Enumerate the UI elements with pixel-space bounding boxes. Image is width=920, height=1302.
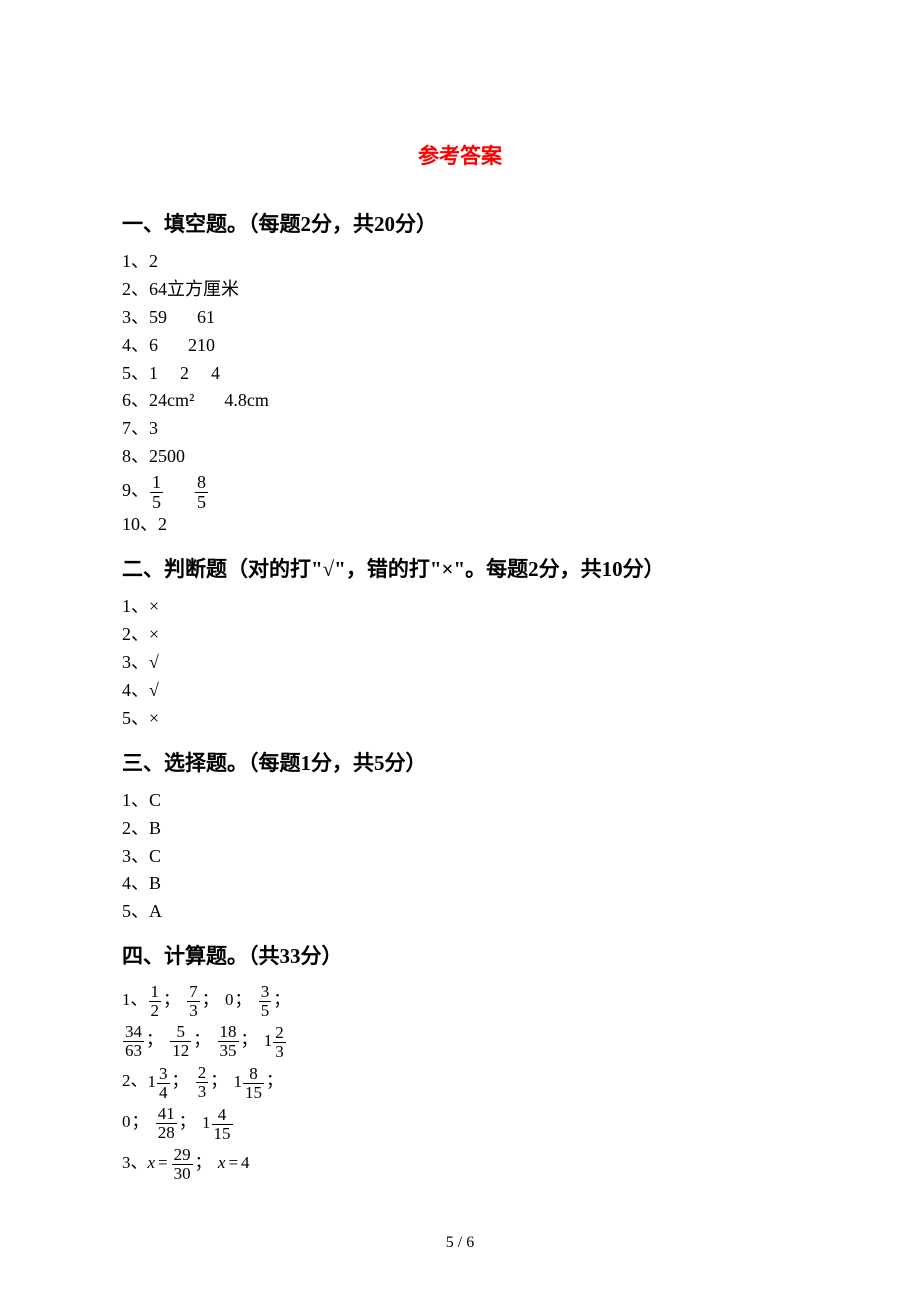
s4-q2-f2: 4128	[156, 1105, 177, 1142]
page-title: 参考答案	[122, 140, 798, 170]
s4-q2-m2: 1815	[234, 1062, 266, 1102]
s4-q1-f2: 73	[187, 983, 200, 1020]
s1-a3: 3、59 61	[122, 304, 798, 332]
s4-q1-f1: 12	[149, 983, 162, 1020]
s1-a5-a: 5、1	[122, 363, 158, 383]
s4-q3: 3、x=2930； x=4	[122, 1143, 798, 1183]
s4-q2-prefix: 2、	[122, 1071, 148, 1090]
section-2-heading: 二、判断题（对的打"√"，错的打"×"。每题2分，共10分）	[122, 553, 798, 583]
s1-a3-a: 3、59	[122, 307, 167, 327]
s1-a6-b: 4.8cm	[224, 390, 269, 410]
s3-a1: 1、C	[122, 787, 798, 815]
s4-q2-l1: 2、134； 23； 1815；	[122, 1061, 798, 1102]
s4-q3-v2: 4	[241, 1153, 250, 1172]
s3-a5: 5、A	[122, 898, 798, 926]
s1-a9: 9、15 85	[122, 471, 798, 511]
s3-a4: 4、B	[122, 870, 798, 898]
section-1-heading: 一、填空题。（每题2分，共20分）	[122, 208, 798, 238]
s3-a3: 3、C	[122, 843, 798, 871]
s1-a7: 7、3	[122, 415, 798, 443]
s4-q3-f1: 2930	[172, 1146, 193, 1183]
s1-a4-a: 4、6	[122, 335, 158, 355]
s1-a4-b: 210	[188, 335, 215, 355]
s1-a5-b: 2	[180, 363, 189, 383]
s4-q2-m3: 1415	[202, 1103, 234, 1143]
s4-q1-f3: 35	[259, 983, 272, 1020]
s1-a2: 2、64立方厘米	[122, 276, 798, 304]
s4-q1-l2: 3463； 512； 1835； 123	[122, 1020, 798, 1061]
s4-q1-f6: 1835	[218, 1023, 239, 1060]
section-4-heading: 四、计算题。（共33分）	[122, 940, 798, 970]
s2-a1: 1、×	[122, 593, 798, 621]
s1-a4: 4、6 210	[122, 332, 798, 360]
s4-q3-var1: x	[148, 1153, 156, 1172]
s1-a9-f2: 85	[195, 473, 208, 512]
s2-a3: 3、√	[122, 649, 798, 677]
s3-a2: 2、B	[122, 815, 798, 843]
s1-a6: 6、24cm² 4.8cm	[122, 387, 798, 415]
s1-a5: 5、1 2 4	[122, 360, 798, 388]
section-3-heading: 三、选择题。（每题1分，共5分）	[122, 747, 798, 777]
s1-a9-prefix: 9、	[122, 480, 149, 500]
s4-q1-prefix: 1、	[122, 990, 148, 1009]
page-number: 5 / 6	[0, 1234, 920, 1252]
s4-q2-zero: 0	[122, 1112, 131, 1131]
s1-a8: 8、2500	[122, 443, 798, 471]
s1-a5-c: 4	[211, 363, 220, 383]
s4-q2-m1: 134	[148, 1062, 171, 1102]
s1-a3-b: 61	[197, 307, 215, 327]
s4-q1-zero: 0	[225, 990, 234, 1009]
s2-a2: 2、×	[122, 621, 798, 649]
s2-a5: 5、×	[122, 705, 798, 733]
s4-q1-f4: 3463	[123, 1023, 144, 1060]
s1-a9-f1: 15	[150, 473, 163, 512]
s4-q3-prefix: 3、	[122, 1153, 148, 1172]
s1-a1: 1、2	[122, 248, 798, 276]
s4-q3-var2: x	[218, 1153, 226, 1172]
s4-q2-f1: 23	[196, 1064, 209, 1101]
s4-q1-m1: 123	[264, 1021, 287, 1061]
s4-q2-l2: 0； 4128； 1415	[122, 1102, 798, 1143]
s4-q1-f5: 512	[170, 1023, 191, 1060]
s1-a6-a: 6、24cm²	[122, 390, 194, 410]
s1-a10: 10、2	[122, 511, 798, 539]
s4-q1-l1: 1、12； 73； 0； 35；	[122, 980, 798, 1020]
s2-a4: 4、√	[122, 677, 798, 705]
